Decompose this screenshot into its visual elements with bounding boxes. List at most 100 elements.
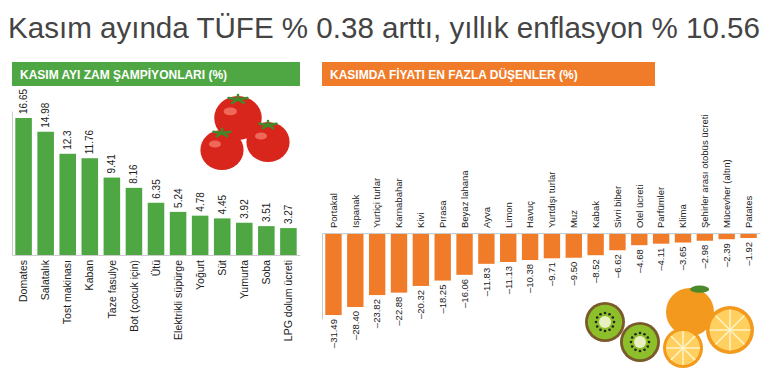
kiwi-seed xyxy=(639,332,642,335)
tomato-shine xyxy=(255,132,267,139)
tick: Klima xyxy=(677,204,688,228)
data-label: –22.88 xyxy=(393,297,404,326)
tick: Pırasa xyxy=(437,200,448,228)
data-label: –2.39 xyxy=(721,243,732,267)
bar xyxy=(391,233,407,293)
tick: Domates xyxy=(17,260,29,302)
data-label: –28.40 xyxy=(350,311,361,340)
category-label: Limon xyxy=(503,202,514,228)
tick: Süt xyxy=(216,260,228,276)
tomato-body xyxy=(246,122,289,162)
bar xyxy=(675,233,691,243)
data-label: 8.16 xyxy=(128,164,139,184)
orange-segment xyxy=(730,329,750,331)
tick: Sivri biber xyxy=(612,186,623,228)
kiwi-core xyxy=(634,336,646,348)
data-label: –9.71 xyxy=(546,262,557,286)
tick: Havuç xyxy=(524,201,535,228)
header-band xyxy=(12,62,300,86)
page: Kasım ayında TÜFE % 0.38 arttı, yıllık e… xyxy=(0,0,770,375)
tomato-body xyxy=(200,130,243,170)
orange-segment xyxy=(682,331,684,348)
category-label: Taze fasulye xyxy=(106,260,118,319)
data-label: –23.82 xyxy=(371,299,382,328)
tick: Yumurta xyxy=(238,260,250,299)
data-label: –3.65 xyxy=(677,247,688,271)
axis-line xyxy=(12,112,13,256)
kiwi-seed xyxy=(630,341,633,344)
tick: Parfümler xyxy=(655,187,666,228)
orange-segment xyxy=(730,330,744,344)
kiwi-flesh xyxy=(588,305,622,339)
bar xyxy=(170,212,187,255)
orange-flesh xyxy=(710,310,751,351)
chart-title: KASIMDA FİYATI EN FAZLA DÜŞENLER (%) xyxy=(330,67,578,82)
orange-leaf xyxy=(690,286,709,293)
data-label: 4.78 xyxy=(195,192,206,212)
category-label: Otel ücreti xyxy=(634,185,645,228)
tomato-shine xyxy=(224,107,237,115)
category-label: Klima xyxy=(677,204,688,228)
axis-line xyxy=(323,233,761,234)
orange-peel xyxy=(706,306,754,354)
tick: Portakal xyxy=(328,193,339,228)
category-label: Pırasa xyxy=(437,200,448,228)
tomato-icon xyxy=(200,129,243,170)
bar xyxy=(59,154,76,255)
category-label: LPG dolum ücreti xyxy=(282,260,294,341)
orange-segment xyxy=(683,348,695,360)
category-label: Patates xyxy=(743,196,754,228)
category-label: Soba xyxy=(260,260,272,285)
category-label: Ütü xyxy=(150,260,162,277)
data-label: –4.68 xyxy=(634,249,645,273)
bar xyxy=(126,188,143,255)
tick: Otel ücreti xyxy=(634,185,645,228)
bar xyxy=(148,203,165,255)
kiwi-seed xyxy=(611,325,614,328)
kiwi-skin xyxy=(585,302,625,342)
bar xyxy=(544,233,560,258)
bar xyxy=(631,233,647,245)
data-label: –11.13 xyxy=(503,266,514,294)
data-label: –4.11 xyxy=(655,248,666,271)
orange-segment xyxy=(729,310,731,330)
kiwi-skin xyxy=(620,322,660,362)
chart: KASIM AYI ZAM ŞAMPİYONLARI (%)DomatesSal… xyxy=(12,62,301,341)
bar xyxy=(214,218,231,255)
orange-segment xyxy=(716,330,730,344)
data-label: 3.92 xyxy=(239,199,250,219)
data-label: 3.27 xyxy=(283,204,294,224)
tick: Kaban xyxy=(83,260,95,291)
bar xyxy=(15,118,32,255)
category-label: Yumurta xyxy=(238,260,250,299)
axis-line xyxy=(322,234,323,320)
category-label: Kivi xyxy=(415,213,426,228)
orange-segment xyxy=(729,330,731,350)
category-label: Yurtdışı turlar xyxy=(546,172,557,229)
category-label: Ayva xyxy=(481,206,492,228)
bar xyxy=(104,178,121,255)
category-label: Beyaz lahana xyxy=(459,170,470,228)
bar xyxy=(653,233,669,244)
data-label: –18.25 xyxy=(437,285,448,314)
axis-line xyxy=(13,255,301,256)
category-label: Salatalık xyxy=(39,259,51,300)
kiwi-icon xyxy=(585,302,625,342)
kiwi-seed xyxy=(596,316,599,319)
data-label: 3.51 xyxy=(261,202,272,222)
category-label: Kaban xyxy=(83,260,95,291)
tick: Muz xyxy=(568,210,579,228)
orange-segment xyxy=(683,336,695,348)
tick: Mücevher (altın) xyxy=(721,159,732,228)
kiwi-seed xyxy=(643,333,646,336)
category-label: Havuç xyxy=(524,201,535,228)
kiwi-seed xyxy=(611,316,614,319)
data-label: 11.76 xyxy=(84,130,95,155)
tick: Ispanak xyxy=(350,194,361,228)
tick: Karnabahar xyxy=(393,178,404,228)
category-label: Süt xyxy=(216,260,228,276)
kiwi-seed xyxy=(639,350,642,353)
kiwi-seed xyxy=(599,313,602,316)
data-label: 5.24 xyxy=(173,188,184,208)
data-label: –31.49 xyxy=(328,319,339,348)
